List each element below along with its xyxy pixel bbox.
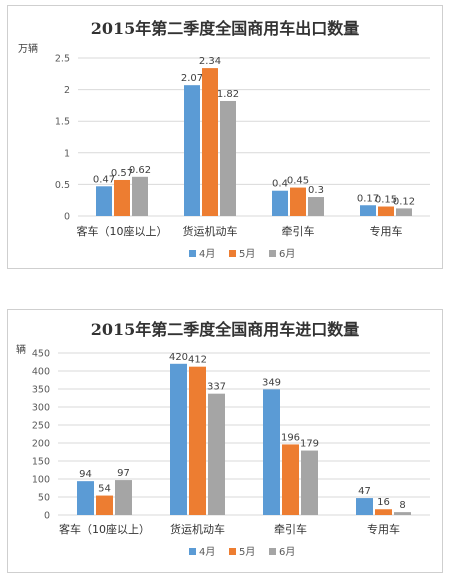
data-label: 349 xyxy=(262,377,281,388)
bar xyxy=(396,208,412,216)
data-label: 0.12 xyxy=(393,196,415,207)
y-tick-label: 150 xyxy=(32,457,50,468)
bar xyxy=(77,481,94,515)
import-chart-panel: 2015年第二季度全国商用车进口数量辆 0 50 100 150 200 250 300 350… xyxy=(7,309,443,573)
data-label: 0.15 xyxy=(375,195,397,206)
data-label: 2.34 xyxy=(199,56,221,67)
bar xyxy=(378,206,394,216)
legend-label: 6月 xyxy=(279,546,295,558)
y-tick-label: 250 xyxy=(32,421,50,432)
y-tick-label: 0.5 xyxy=(55,180,70,191)
legend-swatch xyxy=(229,548,236,555)
data-label: 1.82 xyxy=(217,89,239,100)
bar xyxy=(202,68,218,216)
legend-swatch xyxy=(269,250,276,257)
y-tick-label: 2 xyxy=(64,85,70,96)
bar xyxy=(282,444,299,515)
category-label: 专用车 xyxy=(367,522,400,536)
y-tick-label: 1 xyxy=(64,148,70,159)
category-label: 客车（10座以上） xyxy=(59,522,150,536)
data-label: 179 xyxy=(300,439,319,450)
category-label: 专用车 xyxy=(370,224,403,238)
y-tick-label: 0 xyxy=(44,511,50,522)
category-label: 货运机动车 xyxy=(170,522,225,536)
y-tick-label: 450 xyxy=(32,349,50,360)
data-label: 0.17 xyxy=(357,193,379,204)
data-label: 0.62 xyxy=(129,165,151,176)
legend-swatch xyxy=(189,548,196,555)
data-label: 0.57 xyxy=(111,168,133,179)
y-tick-label: 2.5 xyxy=(55,54,70,65)
legend-label: 6月 xyxy=(279,248,295,260)
legend-label: 5月 xyxy=(239,248,255,260)
data-label: 97 xyxy=(117,468,130,479)
bar xyxy=(96,495,113,515)
y-tick-label: 400 xyxy=(32,367,50,378)
bar xyxy=(360,205,376,216)
y-tick-label: 300 xyxy=(32,403,50,414)
category-label: 货运机动车 xyxy=(183,224,238,238)
y-tick-label: 200 xyxy=(32,439,50,450)
bar xyxy=(96,186,112,216)
legend-label: 4月 xyxy=(199,248,215,260)
category-label: 客车（10座以上） xyxy=(77,224,168,238)
category-label: 牵引车 xyxy=(274,522,307,536)
data-label: 420 xyxy=(169,352,188,363)
bar xyxy=(375,509,392,515)
bar xyxy=(356,498,373,515)
data-label: 2.07 xyxy=(181,73,203,84)
y-tick-label: 350 xyxy=(32,385,50,396)
data-label: 196 xyxy=(281,432,300,443)
chart-title: 2015年第二季度全国商用车进口数量 xyxy=(91,320,360,339)
y-axis-unit-label: 万辆 xyxy=(18,42,38,55)
chart-title: 2015年第二季度全国商用车出口数量 xyxy=(91,19,360,38)
bar xyxy=(272,190,288,216)
bar xyxy=(115,480,132,515)
bar xyxy=(208,393,225,515)
bar xyxy=(308,197,324,216)
data-label: 94 xyxy=(79,469,92,480)
bar xyxy=(301,450,318,515)
y-tick-label: 1.5 xyxy=(55,117,70,128)
data-label: 47 xyxy=(358,486,371,497)
data-label: 16 xyxy=(377,497,390,508)
bar xyxy=(220,100,236,216)
bar xyxy=(290,187,306,216)
data-label: 0.3 xyxy=(308,185,324,196)
bar xyxy=(189,366,206,515)
legend-label: 5月 xyxy=(239,546,255,558)
data-label: 8 xyxy=(399,500,405,511)
export-chart-panel: 2015年第二季度全国商用车出口数量万辆 0 0.5 1 1.5 2 2.5 0.47 0.57… xyxy=(7,5,443,269)
bar xyxy=(184,85,200,217)
y-axis-unit-label: 辆 xyxy=(16,343,26,356)
legend-swatch xyxy=(189,250,196,257)
data-label: 0.45 xyxy=(287,176,309,187)
legend-swatch xyxy=(269,548,276,555)
bar xyxy=(132,176,148,216)
bar xyxy=(114,179,130,216)
category-label: 牵引车 xyxy=(282,224,315,238)
data-label: 412 xyxy=(188,355,207,366)
data-label: 54 xyxy=(98,484,111,495)
y-tick-label: 100 xyxy=(32,475,50,486)
data-label: 337 xyxy=(207,382,226,393)
y-tick-label: 0 xyxy=(64,212,70,223)
bar xyxy=(394,512,411,515)
y-tick-label: 50 xyxy=(38,493,50,504)
bar xyxy=(170,363,187,515)
data-label: 0.4 xyxy=(272,179,288,190)
legend-label: 4月 xyxy=(199,546,215,558)
data-label: 0.47 xyxy=(93,174,115,185)
legend-swatch xyxy=(229,250,236,257)
bar xyxy=(263,389,280,515)
